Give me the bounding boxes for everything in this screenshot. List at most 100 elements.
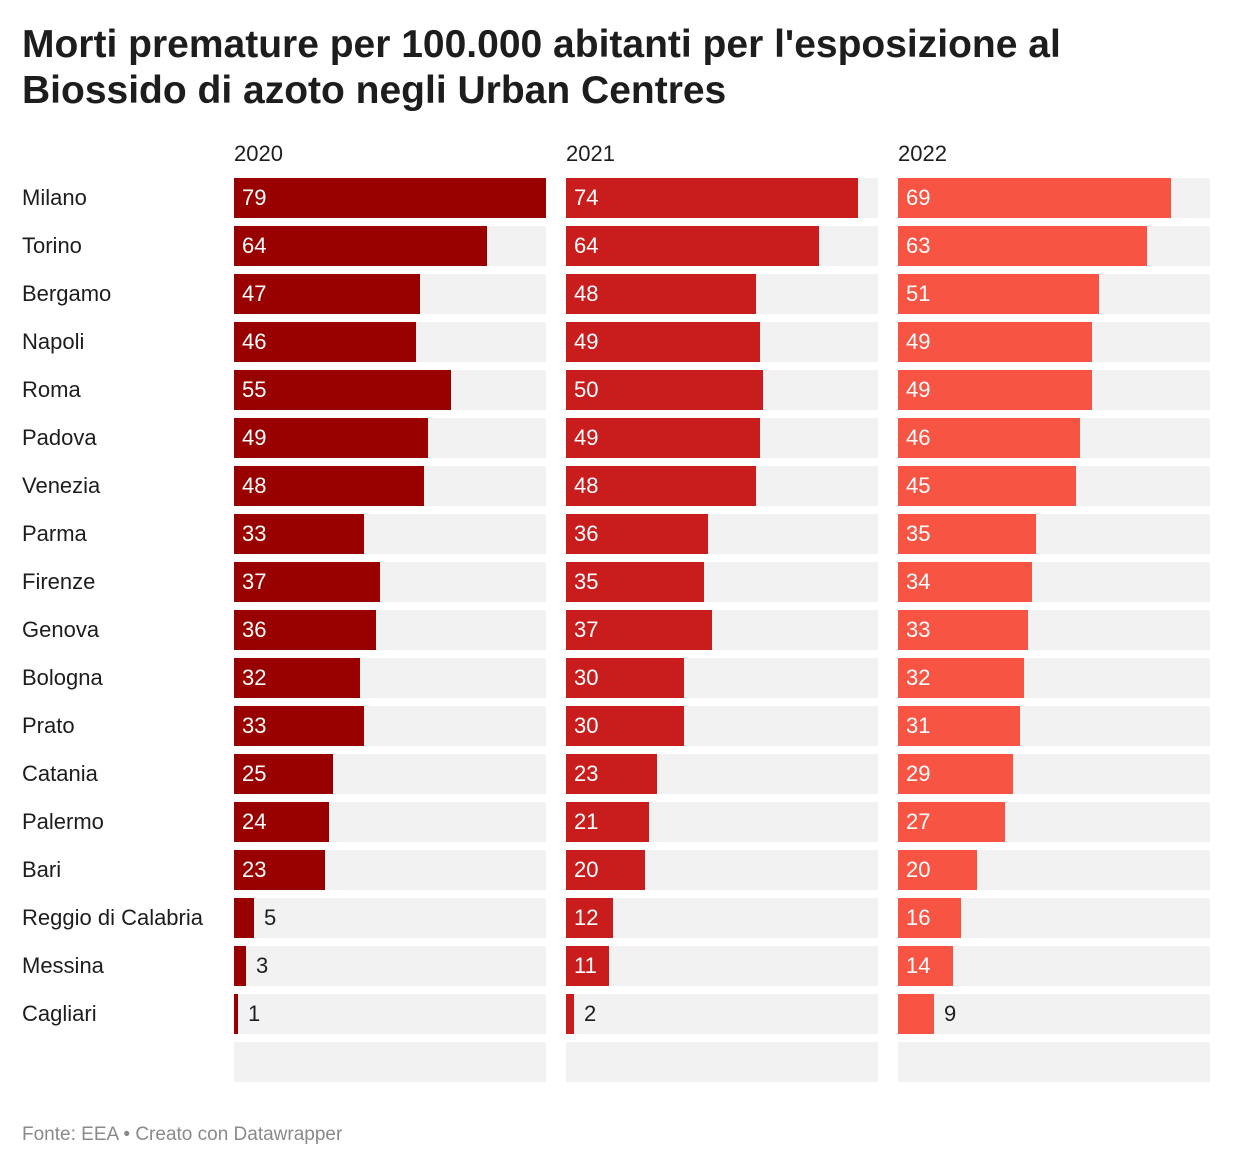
bar-2020-parma xyxy=(234,514,364,554)
bar-track-2021-milano: 74 xyxy=(566,178,878,218)
bar-2020-bologna xyxy=(234,658,360,698)
bar-2021-cagliari xyxy=(566,994,574,1034)
chart-title: Morti premature per 100.000 abitanti per… xyxy=(22,23,1061,112)
bar-2020-palermo xyxy=(234,802,329,842)
value-label-2021-bari: 20 xyxy=(574,857,599,882)
value-label-2021-prato: 30 xyxy=(574,713,599,738)
row-label-messina: Messina xyxy=(22,953,104,978)
value-label-2020-palermo: 24 xyxy=(242,809,267,834)
bar-track-2021-catania: 23 xyxy=(566,754,878,794)
bar-2021-parma xyxy=(566,514,708,554)
bar-track-2020-milano: 79 xyxy=(234,178,546,218)
bar-2021-padova xyxy=(566,418,760,458)
source-footer: Fonte: EEA • Creato con Datawrapper xyxy=(22,1124,343,1145)
bar-2020-genova xyxy=(234,610,376,650)
value-label-2020-milano: 79 xyxy=(242,185,267,210)
bar-track-2021-messina: 11 xyxy=(566,946,878,986)
bar-track-2021-napoli: 49 xyxy=(566,322,878,362)
value-label-2022-milano: 69 xyxy=(906,185,931,210)
empty-track-2021 xyxy=(566,1042,878,1082)
value-label-2021-cagliari: 2 xyxy=(584,1001,597,1026)
bar-track-2020-bologna: 32 xyxy=(234,658,546,698)
bar-track-2020-venezia: 48 xyxy=(234,466,546,506)
bar-track-2022-roma: 49 xyxy=(898,370,1210,410)
bar-track-2020-bergamo: 47 xyxy=(234,274,546,314)
bar-track-2021-genova: 37 xyxy=(566,610,878,650)
value-label-2020-torino: 64 xyxy=(242,233,267,258)
bar-track-2022-venezia: 45 xyxy=(898,466,1210,506)
bar-2021-milano xyxy=(566,178,858,218)
bar-2021-palermo xyxy=(566,802,649,842)
row-label-cagliari: Cagliari xyxy=(22,1001,97,1026)
bar-track-2021-palermo: 21 xyxy=(566,802,878,842)
bar-track-2022-padova: 46 xyxy=(898,418,1210,458)
value-label-2022-catania: 29 xyxy=(906,761,931,786)
bar-2022-torino xyxy=(898,226,1147,266)
bar-track-2020-cagliari: 1 xyxy=(234,994,546,1034)
bar-track-2021-prato: 30 xyxy=(566,706,878,746)
bar-track-2020-bari: 23 xyxy=(234,850,546,890)
bar-track-2020-napoli: 46 xyxy=(234,322,546,362)
value-label-2020-messina: 3 xyxy=(256,953,269,978)
bar-2021-firenze xyxy=(566,562,704,602)
bar-2020-roma xyxy=(234,370,451,410)
bar-2020-cagliari xyxy=(234,994,238,1034)
bar-track-2020-padova: 49 xyxy=(234,418,546,458)
bar-2021-genova xyxy=(566,610,712,650)
bar-2020-reggio-di-calabria xyxy=(234,898,254,938)
bar-2020-bergamo xyxy=(234,274,420,314)
bar-2022-bari xyxy=(898,850,977,890)
bar-2022-messina xyxy=(898,946,953,986)
bar-track-2020-messina: 3 xyxy=(234,946,546,986)
bar-2021-catania xyxy=(566,754,657,794)
bar-2021-torino xyxy=(566,226,819,266)
bar-2022-firenze xyxy=(898,562,1032,602)
row-label-milano: Milano xyxy=(22,185,87,210)
row-label-genova: Genova xyxy=(22,617,100,642)
bar-track-2020-roma: 55 xyxy=(234,370,546,410)
bar-2021-reggio-di-calabria xyxy=(566,898,613,938)
bar-2022-napoli xyxy=(898,322,1092,362)
value-label-2020-reggio-di-calabria: 5 xyxy=(264,905,277,930)
bar-2021-messina xyxy=(566,946,609,986)
value-label-2020-parma: 33 xyxy=(242,521,267,546)
value-label-2021-reggio-di-calabria: 12 xyxy=(574,905,599,930)
bar-2021-bari xyxy=(566,850,645,890)
value-label-2022-bergamo: 51 xyxy=(906,281,931,306)
value-label-2021-roma: 50 xyxy=(574,377,599,402)
bar-2022-padova xyxy=(898,418,1080,458)
bar-track-2022-genova: 33 xyxy=(898,610,1210,650)
value-label-2021-padova: 49 xyxy=(574,425,599,450)
bar-track-2022-torino: 63 xyxy=(898,226,1210,266)
value-label-2022-reggio-di-calabria: 16 xyxy=(906,905,931,930)
row-label-roma: Roma xyxy=(22,377,81,402)
bar-2022-parma xyxy=(898,514,1036,554)
bar-track-2022-messina: 14 xyxy=(898,946,1210,986)
value-label-2022-roma: 49 xyxy=(906,377,931,402)
value-label-2022-cagliari: 9 xyxy=(944,1001,957,1026)
value-label-2022-venezia: 45 xyxy=(906,473,931,498)
bar-track-2021-firenze: 35 xyxy=(566,562,878,602)
value-label-2021-parma: 36 xyxy=(574,521,599,546)
bar-2020-venezia xyxy=(234,466,424,506)
bar-track-2022-napoli: 49 xyxy=(898,322,1210,362)
bar-track-2022-catania: 29 xyxy=(898,754,1210,794)
bar-track-2021-reggio-di-calabria: 12 xyxy=(566,898,878,938)
bar-2020-padova xyxy=(234,418,428,458)
bar-track-2020-firenze: 37 xyxy=(234,562,546,602)
bar-track-2022-bergamo: 51 xyxy=(898,274,1210,314)
bar-2020-bari xyxy=(234,850,325,890)
bar-2021-bologna xyxy=(566,658,684,698)
row-label-napoli: Napoli xyxy=(22,329,85,354)
value-label-2021-torino: 64 xyxy=(574,233,599,258)
value-label-2021-firenze: 35 xyxy=(574,569,599,594)
bar-2020-prato xyxy=(234,706,364,746)
bar-track-2022-firenze: 34 xyxy=(898,562,1210,602)
bar-track-2021-bologna: 30 xyxy=(566,658,878,698)
bar-track-2020-prato: 33 xyxy=(234,706,546,746)
value-label-2020-padova: 49 xyxy=(242,425,267,450)
value-label-2020-roma: 55 xyxy=(242,377,267,402)
bar-2020-catania xyxy=(234,754,333,794)
bar-2021-napoli xyxy=(566,322,760,362)
row-label-parma: Parma xyxy=(22,521,87,546)
